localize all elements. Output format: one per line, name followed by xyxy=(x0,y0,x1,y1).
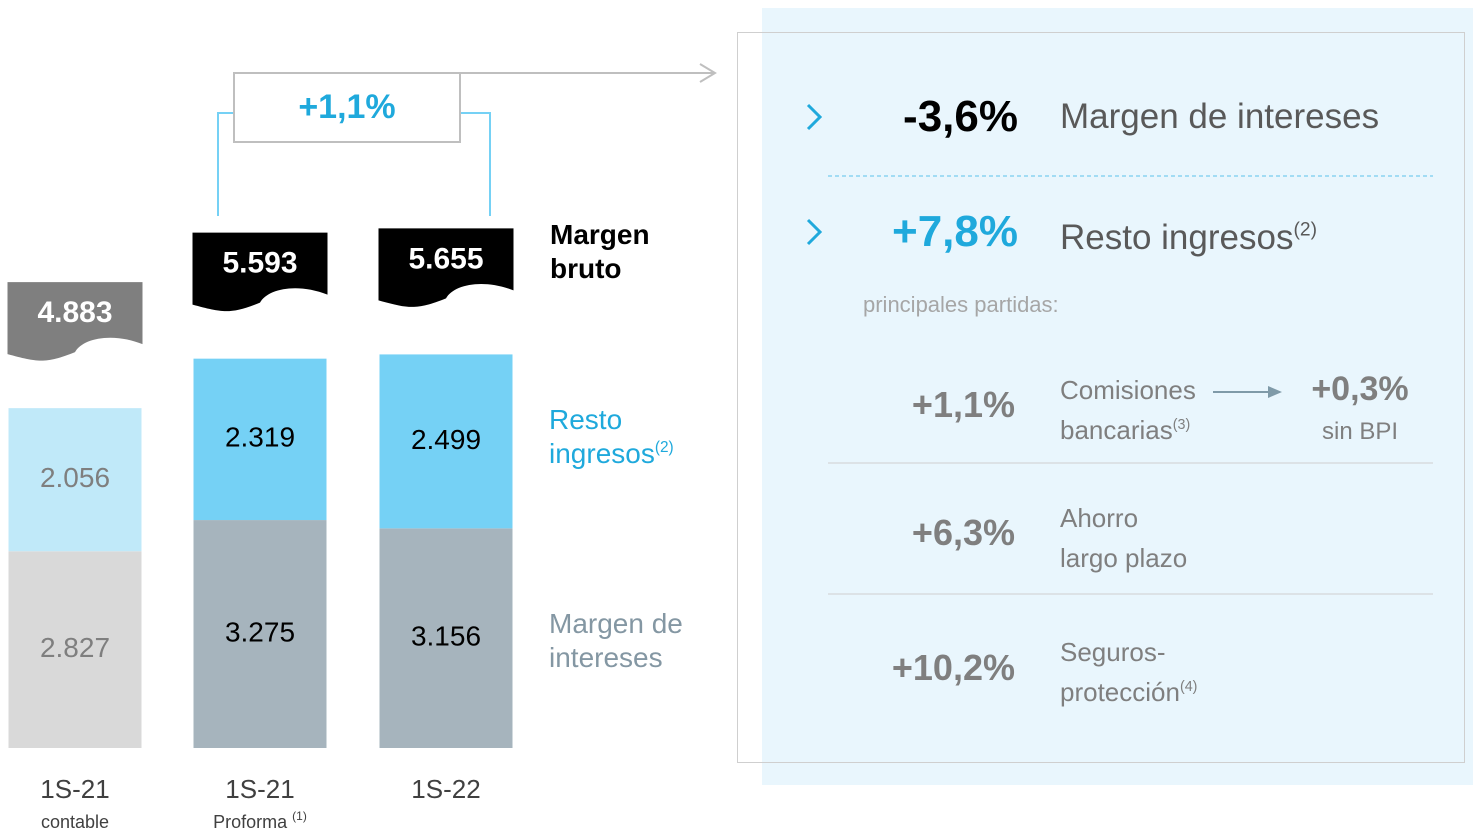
total-label: 4.883 xyxy=(37,296,112,329)
value-label: 3.156 xyxy=(411,621,481,652)
note: (2) xyxy=(1293,219,1317,241)
label: Resto ingresos xyxy=(1060,218,1294,257)
line-text: protección xyxy=(1060,677,1180,707)
chevron xyxy=(806,103,823,131)
summary-change: -3,6% xyxy=(903,92,1018,141)
note: (4) xyxy=(1179,679,1198,695)
total-label: 5.593 xyxy=(222,247,297,280)
bar-segment xyxy=(379,528,513,748)
total-label: 5.655 xyxy=(408,242,483,275)
sublabel-text: Proforma xyxy=(213,812,288,832)
breakdown-change: +6,3% xyxy=(911,512,1015,553)
breakdown-label: Comisiones bancarias(3) xyxy=(1060,370,1196,450)
value-label: 2.499 xyxy=(411,424,481,455)
annotation-box xyxy=(233,72,461,143)
totals-legend: Margen bruto xyxy=(550,219,650,284)
line: Ahorro xyxy=(1060,503,1139,533)
sublabel-note: (1) xyxy=(292,809,307,823)
bracket xyxy=(217,112,234,216)
legend-entry: Margen de intereses xyxy=(549,608,683,673)
value-label: 2.827 xyxy=(40,632,110,663)
total-banner xyxy=(7,282,143,361)
breakdown-label: Seguros-protección(4) xyxy=(1060,632,1197,712)
summary-label: Resto ingresos(2) xyxy=(1060,218,1317,258)
x-tick-label: 1S-22 xyxy=(411,774,480,804)
legend-entry: Resto ingresos(2) xyxy=(549,403,699,471)
bracket xyxy=(460,112,491,216)
bar-segment xyxy=(379,354,513,529)
line: protección(4) xyxy=(1060,672,1197,712)
line-text: bancarias xyxy=(1060,415,1173,445)
total-banner xyxy=(378,228,514,307)
line: Seguros- xyxy=(1060,637,1166,667)
line: bancarias(3) xyxy=(1060,410,1196,450)
growth-annotation: +1,1% xyxy=(298,88,395,126)
breakdown-change: +10,2% xyxy=(891,647,1015,688)
sublabel-text: contable xyxy=(41,812,109,832)
summary-change: +7,8% xyxy=(892,207,1018,256)
x-tick-label: 1S-21 xyxy=(40,774,109,804)
bar-segment xyxy=(8,551,142,748)
bar-segment xyxy=(193,520,327,748)
panel-border xyxy=(737,32,1465,763)
arrow-head xyxy=(1268,386,1282,398)
chevron xyxy=(806,218,823,246)
breakdown-title: principales partidas: xyxy=(863,292,1059,317)
legend-note: (2) xyxy=(654,439,674,457)
line: Comisiones xyxy=(1060,375,1196,405)
breakdown-label: Ahorro largo plazo xyxy=(1060,498,1187,578)
value-label: 2.056 xyxy=(40,462,110,493)
summary-label: Margen de intereses xyxy=(1060,97,1380,136)
breakdown-change: +1,1% xyxy=(911,384,1015,425)
value-label: 2.319 xyxy=(225,422,295,453)
bar-segment xyxy=(8,408,142,552)
extra-label: sin BPI xyxy=(1321,418,1399,445)
value-label: 3.275 xyxy=(225,616,295,647)
extra-change: +0,3% xyxy=(1311,370,1409,408)
note: (3) xyxy=(1172,417,1191,433)
x-sublabel: contable xyxy=(41,812,109,832)
bar-segment xyxy=(193,358,327,521)
total-banner xyxy=(192,232,328,312)
arrow-head xyxy=(699,63,717,83)
panel-background xyxy=(762,8,1473,785)
legend-label: Resto ingresos xyxy=(549,404,655,469)
x-tick-label: 1S-21 xyxy=(225,774,294,804)
line: largo plazo xyxy=(1060,543,1188,573)
x-sublabel: Proforma (1) xyxy=(213,809,307,832)
